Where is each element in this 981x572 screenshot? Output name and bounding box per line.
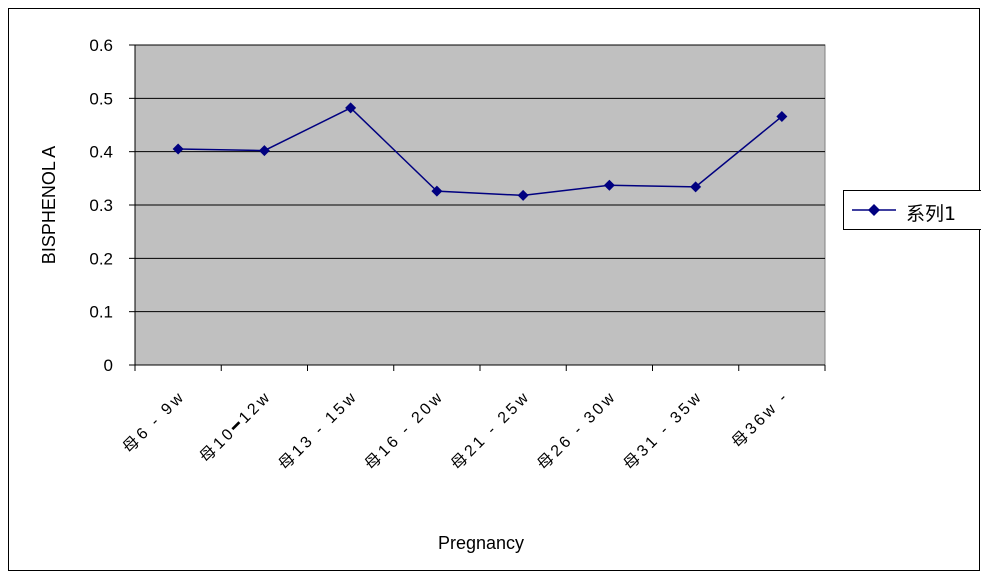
x-tick-label: 母13 - 15w [276,388,362,474]
series-group [172,102,788,201]
legend-series-name: 系列1 [906,203,957,225]
data-point [690,181,702,193]
axes [129,44,826,371]
x-tick-label: 母21 - 25w [448,388,534,474]
x-tick-label: 母16 - 20w [362,388,448,474]
x-tick-label: 母31 - 35w [621,388,707,474]
x-tick-label: 母26 - 30w [534,388,620,474]
y-tick-label: 0.2 [89,249,113,268]
x-tick-label: 母36w - [729,388,793,452]
x-tick-label: 母10━12w [197,388,275,466]
x-axis-title: Pregnancy [438,533,524,553]
data-point [172,143,184,155]
legend-line-icon [852,204,896,216]
gridlines [135,44,825,313]
series-line [178,107,783,197]
x-tick-labels: 母6 - 9w 母10━12w 母13 - 15w 母16 - 20w 母21 - 25… [120,388,793,474]
data-point [345,102,357,114]
y-tick-labels: 0 0.1 0.2 0.3 0.4 0.5 0.6 [89,36,113,375]
y-tick-label: 0.3 [89,196,113,215]
data-point [603,179,615,191]
data-point [776,110,788,122]
y-tick-label: 0.5 [89,89,113,108]
y-axis-title: BISPHENOL A [39,146,59,264]
data-point [258,145,270,157]
data-point [431,185,443,197]
y-tick-label: 0.6 [89,36,113,55]
y-tick-label: 0 [104,356,113,375]
legend: 系列1 [843,190,981,230]
y-tick-label: 0.1 [89,303,113,322]
x-tick-label: 母6 - 9w [120,388,189,457]
y-tick-label: 0.4 [89,143,113,162]
data-point [517,189,529,201]
